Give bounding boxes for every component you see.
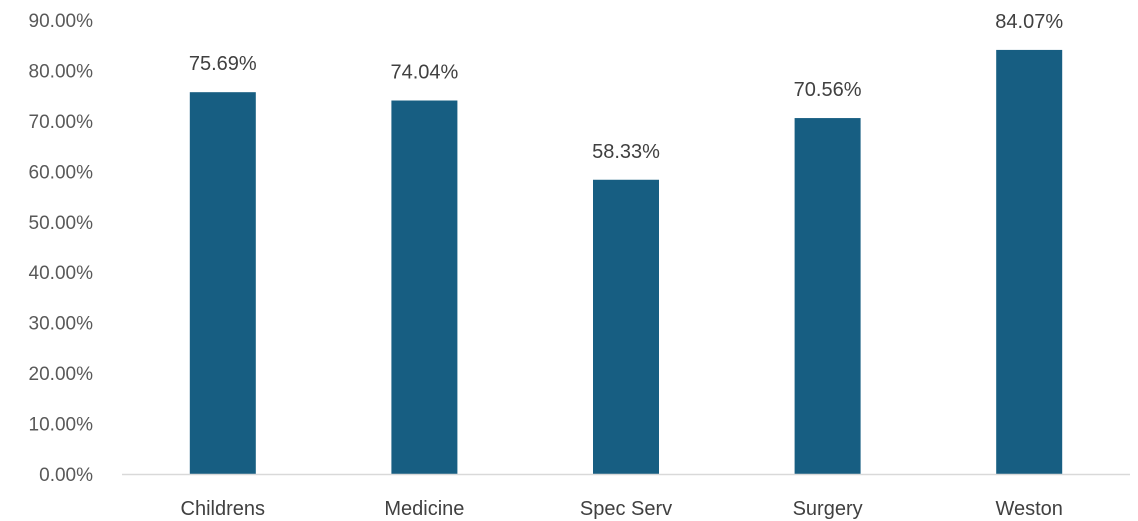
x-category-label: Childrens	[181, 498, 265, 520]
data-label: 84.07%	[995, 11, 1063, 33]
bar-series	[189, 49, 1063, 475]
y-tick-label: 30.00%	[29, 314, 94, 335]
data-label: 74.04%	[390, 62, 458, 84]
bar-weston	[996, 49, 1063, 475]
x-category-label: Medicine	[384, 498, 464, 520]
y-tick-label: 10.00%	[29, 415, 94, 436]
x-axis: Childrens Medicine Spec Serv Surgery Weston	[181, 498, 1063, 520]
y-tick-label: 50.00%	[29, 213, 94, 234]
data-label: 70.56%	[794, 79, 862, 101]
data-label: 75.69%	[189, 53, 257, 75]
x-category-label: Spec Serv	[580, 498, 672, 520]
y-tick-label: 60.00%	[29, 162, 94, 183]
data-label: 58.33%	[592, 141, 660, 163]
bar-spec-serv	[593, 179, 659, 474]
data-labels: 75.69% 74.04% 58.33% 70.56% 84.07%	[189, 11, 1063, 163]
bar-childrens	[189, 92, 256, 474]
bar-surgery	[794, 118, 861, 475]
y-axis: 0.00% 10.00% 20.00% 30.00% 40.00% 50.00% 60.00…	[29, 11, 94, 486]
bar-medicine	[391, 100, 458, 474]
y-tick-label: 90.00%	[29, 11, 94, 32]
y-tick-label: 70.00%	[29, 112, 94, 133]
x-category-label: Weston	[995, 498, 1062, 520]
y-tick-label: 20.00%	[29, 364, 94, 385]
y-tick-label: 0.00%	[39, 465, 93, 486]
y-tick-label: 80.00%	[29, 61, 94, 82]
x-category-label: Surgery	[793, 498, 863, 520]
y-tick-label: 40.00%	[29, 263, 94, 284]
